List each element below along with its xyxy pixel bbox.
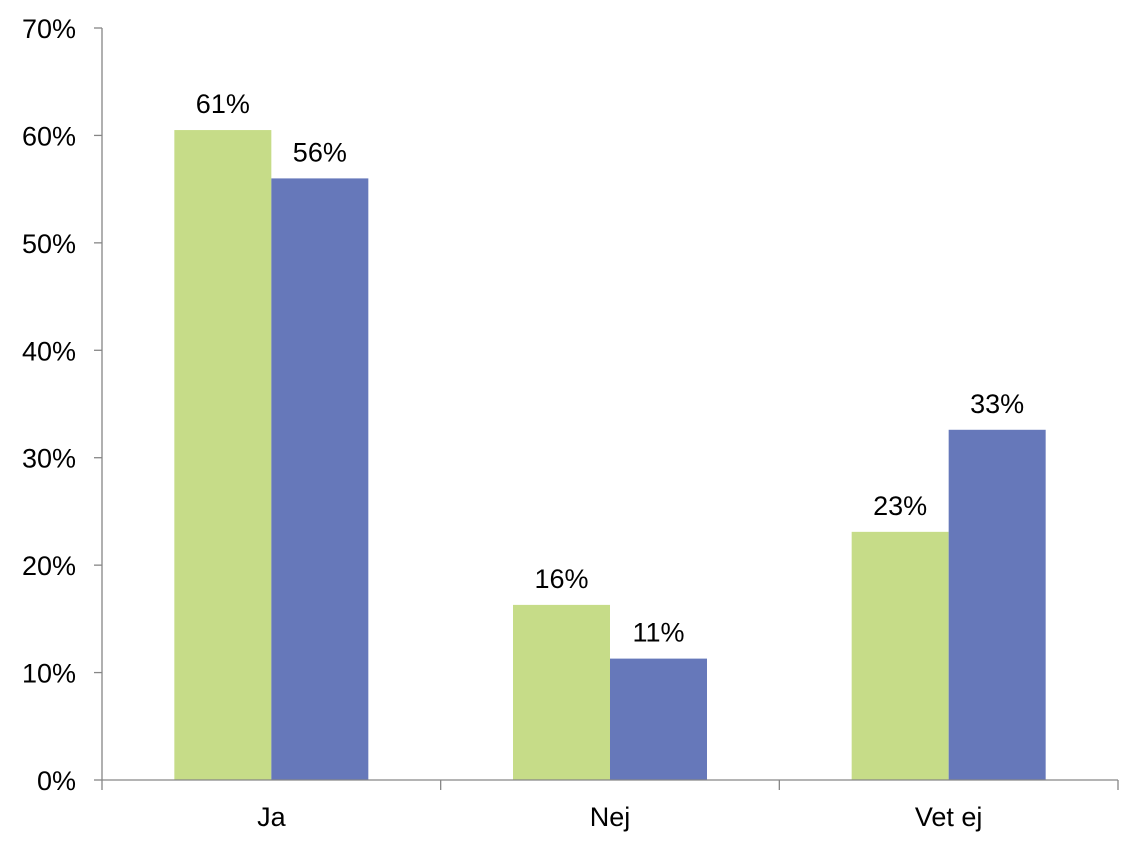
data-label: 33% [970,389,1024,419]
data-label: 61% [196,89,250,119]
bar [851,531,949,780]
y-tick-label: 70% [22,14,76,44]
x-axis-ticks [101,780,1119,790]
bar [948,429,1046,780]
y-tick-label: 20% [22,551,76,581]
y-axis-ticks [94,27,102,781]
x-tick-label: Ja [257,802,287,832]
y-tick-label: 40% [22,336,76,366]
bars [174,130,1046,781]
data-label: 23% [873,491,927,521]
y-tick-label: 30% [22,444,76,474]
data-labels: 61% 56% 16% 11% 23% 33% [196,89,1024,648]
y-tick-label: 0% [37,766,76,796]
y-axis-tick-labels: 0% 10% 20% 30% 40% 50% 60% 70% [22,14,76,796]
data-label: 56% [293,137,347,167]
bar [174,130,272,781]
data-label: 16% [534,564,588,594]
data-label: 11% [632,618,684,648]
x-tick-label: Vet ej [915,802,983,832]
bar [513,604,610,780]
bar [610,658,707,780]
y-tick-label: 10% [22,659,76,689]
y-tick-label: 50% [22,229,76,259]
y-tick-label: 60% [22,121,76,151]
bar [271,178,369,780]
x-tick-label: Nej [590,802,631,832]
x-axis-tick-labels: Ja Nej Vet ej [257,802,982,832]
